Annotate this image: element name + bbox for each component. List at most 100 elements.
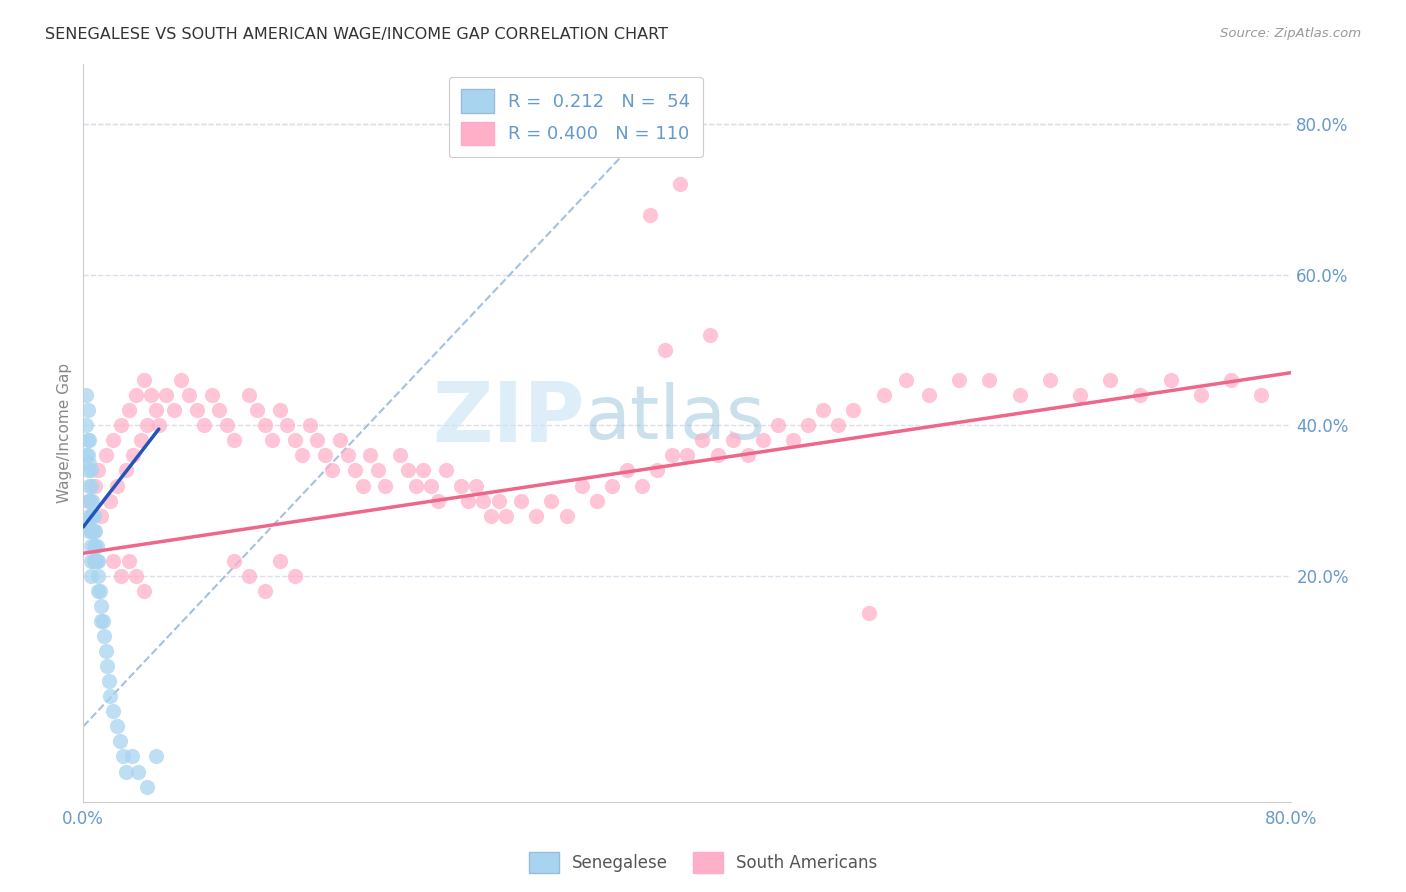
Point xyxy=(434,463,457,477)
Point xyxy=(979,373,1001,387)
Point xyxy=(276,418,298,433)
Point xyxy=(457,493,479,508)
Point xyxy=(298,418,321,433)
Point xyxy=(721,434,744,448)
Point xyxy=(224,554,246,568)
Point xyxy=(842,403,865,417)
Point xyxy=(76,493,98,508)
Point xyxy=(86,554,108,568)
Point xyxy=(80,554,103,568)
Point xyxy=(90,599,112,613)
Point xyxy=(238,569,260,583)
Point xyxy=(1069,388,1091,402)
Point xyxy=(676,449,699,463)
Text: Source: ZipAtlas.com: Source: ZipAtlas.com xyxy=(1220,27,1361,40)
Point xyxy=(79,478,101,492)
Point xyxy=(145,403,167,417)
Point xyxy=(103,434,125,448)
Point xyxy=(105,719,128,733)
Point xyxy=(91,614,114,628)
Point xyxy=(82,493,104,508)
Point xyxy=(585,493,607,508)
Point xyxy=(1160,373,1182,387)
Point xyxy=(96,659,118,673)
Point xyxy=(918,388,941,402)
Point xyxy=(125,569,148,583)
Point xyxy=(948,373,970,387)
Point xyxy=(170,373,193,387)
Point xyxy=(654,343,676,357)
Point xyxy=(307,434,329,448)
Point xyxy=(367,463,389,477)
Point xyxy=(389,449,412,463)
Point xyxy=(1250,388,1272,402)
Point xyxy=(127,764,149,779)
Point xyxy=(238,388,260,402)
Point xyxy=(193,418,215,433)
Point xyxy=(75,449,97,463)
Point xyxy=(896,373,918,387)
Point xyxy=(94,449,117,463)
Point xyxy=(90,614,112,628)
Point xyxy=(858,607,880,621)
Point xyxy=(450,478,472,492)
Point xyxy=(84,554,107,568)
Point xyxy=(215,418,238,433)
Point xyxy=(177,388,200,402)
Point xyxy=(100,493,122,508)
Point xyxy=(571,478,593,492)
Point xyxy=(344,463,367,477)
Point xyxy=(797,418,820,433)
Point xyxy=(699,328,721,343)
Point xyxy=(117,403,139,417)
Point xyxy=(314,449,336,463)
Point xyxy=(1189,388,1212,402)
Point xyxy=(631,478,654,492)
Point xyxy=(79,524,101,538)
Point xyxy=(412,463,434,477)
Point xyxy=(396,463,419,477)
Point xyxy=(1129,388,1152,402)
Point xyxy=(83,539,105,553)
Legend: Senegalese, South Americans: Senegalese, South Americans xyxy=(522,846,884,880)
Point xyxy=(873,388,896,402)
Point xyxy=(129,434,152,448)
Point xyxy=(79,508,101,523)
Point xyxy=(472,493,495,508)
Point xyxy=(465,478,488,492)
Point xyxy=(132,583,155,598)
Point xyxy=(488,493,510,508)
Point xyxy=(80,463,103,477)
Point xyxy=(93,629,115,643)
Point xyxy=(827,418,849,433)
Point xyxy=(94,644,117,658)
Point xyxy=(87,569,110,583)
Point xyxy=(201,388,224,402)
Point xyxy=(419,478,441,492)
Point xyxy=(103,704,125,718)
Point xyxy=(87,463,110,477)
Point xyxy=(208,403,231,417)
Point xyxy=(82,508,104,523)
Point xyxy=(291,449,314,463)
Point xyxy=(87,554,110,568)
Point xyxy=(117,554,139,568)
Point xyxy=(80,493,103,508)
Point xyxy=(122,449,145,463)
Point xyxy=(132,373,155,387)
Point xyxy=(75,418,97,433)
Point xyxy=(555,508,578,523)
Point xyxy=(352,478,374,492)
Point xyxy=(752,434,775,448)
Point xyxy=(782,434,804,448)
Point xyxy=(336,449,359,463)
Point xyxy=(510,493,533,508)
Point xyxy=(706,449,728,463)
Point xyxy=(90,508,112,523)
Point xyxy=(253,418,276,433)
Point xyxy=(135,418,157,433)
Point xyxy=(479,508,502,523)
Y-axis label: Wage/Income Gap: Wage/Income Gap xyxy=(58,363,72,503)
Point xyxy=(114,463,136,477)
Point xyxy=(114,764,136,779)
